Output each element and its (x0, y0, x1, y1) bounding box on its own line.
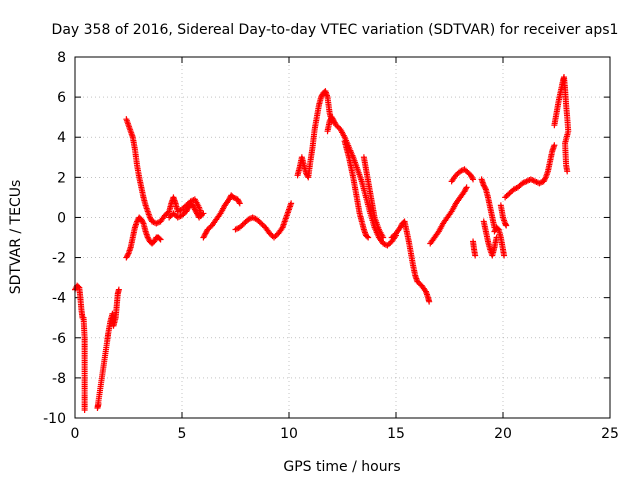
y-tick-label: 2 (57, 170, 66, 186)
series-seg4 (123, 214, 164, 261)
data-point (236, 199, 243, 206)
data-point (236, 200, 243, 207)
data-point (469, 175, 476, 182)
data-point (470, 176, 477, 183)
x-tick-label: 0 (71, 426, 80, 442)
x-tick-label: 25 (601, 426, 619, 442)
data-point (503, 222, 510, 229)
data-points (72, 74, 572, 413)
data-point (288, 200, 295, 207)
y-axis-label: SDTVAR / TECUs (8, 180, 24, 295)
series-seg20 (502, 142, 558, 201)
y-tick-label: -2 (52, 251, 66, 267)
series-seg15 (470, 238, 479, 259)
chart-title: Day 358 of 2016, Sidereal Day-to-day VTE… (52, 22, 619, 38)
data-point (200, 210, 207, 217)
data-point (564, 168, 571, 175)
data-point (380, 234, 387, 241)
series-seg5 (166, 200, 207, 221)
data-point (551, 142, 558, 149)
data-point (75, 283, 82, 290)
data-point (463, 184, 470, 191)
series-seg21 (551, 74, 572, 175)
data-point (115, 286, 122, 293)
series-seg19 (497, 202, 510, 229)
x-tick-label: 5 (178, 426, 187, 442)
axis-ticks: 0 5 10 15 20 25 -10 -8 -6 -4 -2 0 2 4 6 8 (43, 50, 619, 442)
series-seg6 (200, 192, 243, 241)
data-point (139, 219, 146, 226)
data-point (81, 406, 88, 413)
data-point (482, 185, 489, 192)
y-tick-label: 4 (57, 130, 66, 146)
data-point (365, 234, 372, 241)
data-point (462, 185, 469, 192)
series-seg7 (232, 200, 295, 241)
y-tick-label: -10 (43, 411, 66, 427)
series-seg17 (480, 218, 500, 259)
data-point (154, 219, 161, 226)
data-point (156, 235, 163, 242)
series-seg16 (478, 176, 498, 231)
data-point (472, 252, 479, 259)
series-seg3 (123, 116, 205, 227)
data-point (124, 251, 131, 258)
y-tick-label: 0 (57, 210, 66, 226)
y-tick-label: -4 (52, 291, 66, 307)
y-tick-label: 6 (57, 90, 66, 106)
x-tick-label: 15 (387, 426, 405, 442)
y-tick-label: -8 (52, 371, 66, 387)
x-axis-label: GPS time / hours (283, 459, 400, 475)
series-seg18 (491, 224, 508, 259)
data-point (501, 252, 508, 259)
data-point (426, 298, 433, 305)
series-seg8 (294, 88, 335, 181)
data-point (364, 233, 371, 240)
series-seg12 (388, 218, 433, 305)
series-seg1 (72, 282, 88, 413)
series-seg2 (94, 286, 122, 411)
series-seg10 (341, 138, 372, 241)
series-seg13 (427, 184, 470, 247)
x-tick-label: 10 (280, 426, 298, 442)
data-point (542, 175, 549, 182)
data-point (157, 236, 164, 243)
y-tick-label: 8 (57, 50, 66, 66)
plot-frame (74, 56, 611, 419)
x-tick-label: 20 (494, 426, 512, 442)
series-seg14 (448, 166, 477, 185)
y-tick-label: -6 (52, 331, 66, 347)
series-seg11 (360, 154, 387, 241)
